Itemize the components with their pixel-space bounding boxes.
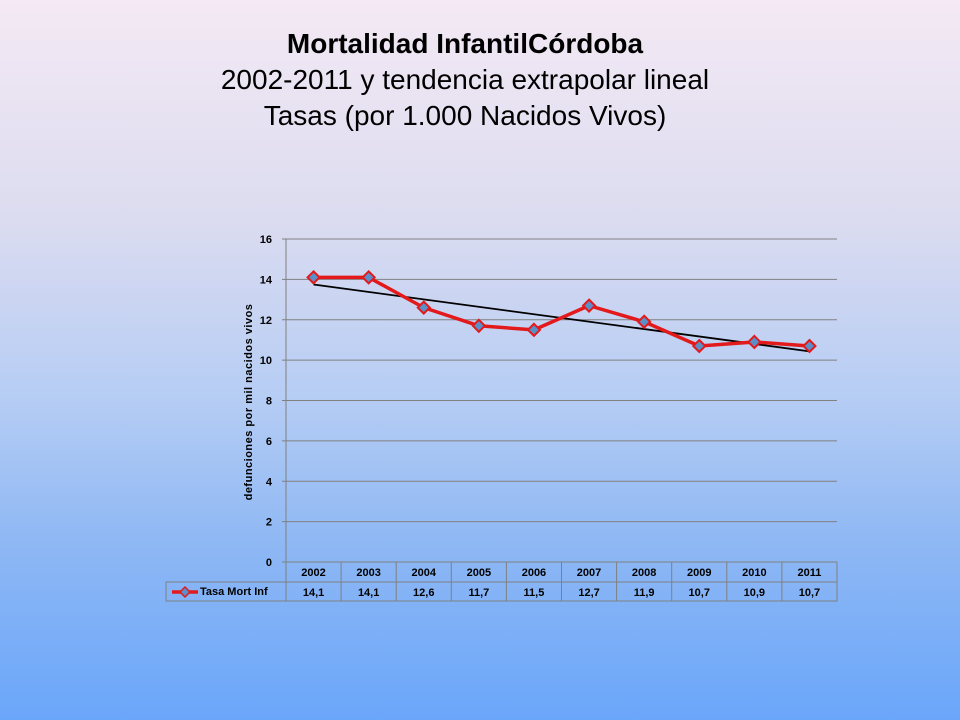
data-point-marker [636, 314, 652, 330]
data-value-label: 12,7 [578, 587, 599, 599]
chart-subtitle: 2002-2011 y tendencia extrapolar lineal [220, 64, 710, 95]
grid-lines [282, 238, 837, 563]
data-point-marker [802, 338, 817, 354]
y-tick-label: 16 [260, 234, 272, 246]
data-value-label: 14,1 [358, 587, 379, 599]
y-tick-label: 2 [266, 517, 272, 529]
y-axis-label: defunciones por mil nacidos vivos [243, 304, 255, 501]
data-value-label: 12,6 [413, 587, 434, 599]
data-value-label: 11,5 [524, 587, 545, 599]
y-tick-label: 6 [266, 436, 272, 448]
y-tick-label: 10 [260, 355, 272, 367]
data-point-marker [306, 269, 321, 285]
series-polyline [313, 275, 810, 348]
y-tick-label: 12 [260, 315, 272, 327]
x-category-label: 2007 [577, 567, 601, 579]
x-category-label: 2002 [301, 567, 325, 579]
data-point-marker [361, 269, 377, 285]
legend-marker-swatch [178, 585, 192, 599]
x-category-label: 2011 [798, 567, 822, 579]
data-point-marker [471, 318, 487, 334]
data-value-label: 14,1 [303, 587, 324, 599]
data-point-marker [416, 300, 432, 316]
data-value-label: 10,7 [689, 587, 710, 599]
data-value-label: 10,7 [799, 587, 820, 599]
x-category-label: 2010 [742, 567, 766, 579]
x-category-label: 2003 [356, 567, 380, 579]
x-category-label: 2008 [632, 567, 656, 579]
data-value-label: 11,7 [468, 587, 489, 599]
x-category-label: 2009 [687, 567, 711, 579]
data-table: 2002 14,1 2003 14,1 2004 12,6 2005 11,7 2006 11,5… [165, 562, 838, 602]
x-category-label: 2004 [412, 567, 437, 579]
y-tick-label: 14 [260, 274, 273, 286]
y-tick-label: 8 [266, 396, 272, 408]
legend-series-name: Tasa Mort Inf [200, 586, 268, 598]
y-tick-label: 0 [266, 557, 272, 569]
data-point-marker [746, 334, 762, 350]
y-axis-ticks: 0 2 4 6 8 10 12 14 16 [260, 234, 273, 569]
data-value-label: 10,9 [744, 587, 765, 599]
x-category-label: 2006 [522, 567, 546, 579]
data-point-marker [691, 338, 707, 354]
data-point-marker [526, 322, 542, 338]
series-line [306, 269, 817, 354]
chart-title-block: Mortalidad InfantilCórdoba 2002-2011 y t… [0, 26, 930, 134]
data-point-marker [581, 298, 597, 314]
y-tick-label: 4 [266, 476, 273, 488]
x-category-label: 2005 [467, 567, 491, 579]
data-value-label: 11,9 [634, 587, 655, 599]
chart-title: Mortalidad InfantilCórdoba [286, 28, 644, 59]
chart-units-subtitle: Tasas (por 1.000 Nacidos Vivos) [263, 100, 667, 131]
